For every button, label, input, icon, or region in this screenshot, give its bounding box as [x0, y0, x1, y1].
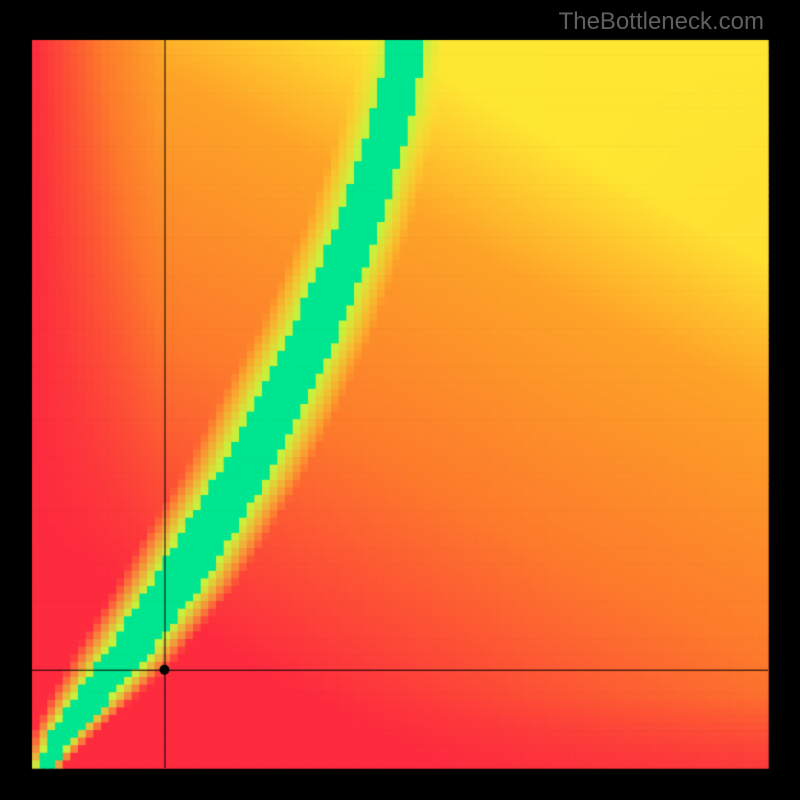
- bottleneck-heatmap: [0, 0, 800, 800]
- chart-container: { "source_watermark": { "text": "TheBott…: [0, 0, 800, 800]
- watermark-text: TheBottleneck.com: [559, 8, 764, 36]
